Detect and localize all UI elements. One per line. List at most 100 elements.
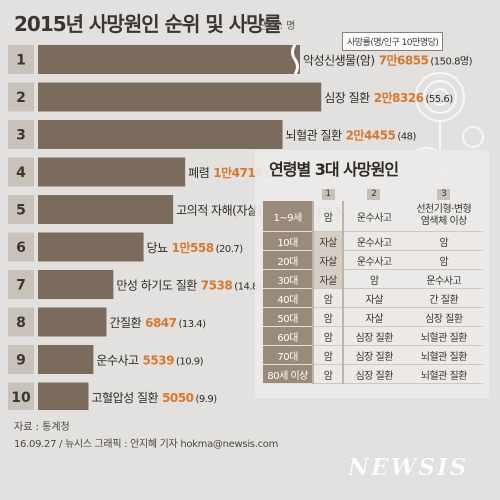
bar: [38, 195, 174, 224]
rank-label: 2: [16, 90, 26, 106]
cause-rank2-cell: 운수사고: [342, 201, 405, 232]
cause-rank3-cell: 암: [404, 231, 483, 251]
age-cell: 50대: [263, 307, 314, 327]
cause-rank3-cell: 심장 질환: [404, 307, 483, 327]
rate-label: (13.4): [179, 319, 207, 330]
rank-box: [8, 157, 34, 187]
cause-rank3-cell: 뇌혈관 질환: [404, 364, 483, 384]
table-row: 20대 자살 운수사고 암: [263, 250, 483, 270]
cause-rank1-cell: 암: [312, 364, 344, 384]
rank-label: 10: [11, 390, 31, 406]
age-cell: 80세 이상: [263, 364, 314, 384]
age-cell: 70대: [263, 345, 314, 365]
age-cell: 60대: [263, 326, 314, 346]
cause-rank1-cell: 암: [312, 201, 344, 232]
rank-box: [8, 120, 34, 149]
value-label: 1만4718: [213, 165, 263, 180]
value-label: 2만8326: [374, 90, 424, 105]
unit-label: 단위 : 명: [258, 21, 296, 32]
table-row: 30대 자살 암 운수사고: [263, 269, 483, 289]
rank-box: [8, 307, 34, 337]
category-label: 운수사고: [96, 354, 139, 368]
newsis-logo: NEWSIS: [348, 454, 469, 481]
category-label: 뇌혈관 질환: [286, 129, 342, 143]
rate-legend: 사망률(명/인구 10만명당): [342, 32, 444, 51]
category-label: 만성 하기도 질환: [116, 279, 197, 293]
category-label: 고혈압성 질환: [92, 391, 159, 405]
cause-rank3-cell: 선천기형·변형 염색체 이상: [404, 201, 483, 232]
age-cell: 10대: [263, 231, 314, 251]
cause-rank3-cell: 뇌혈관 질환: [404, 326, 483, 346]
cause-rank2-cell: 심장 질환: [342, 326, 405, 346]
bar: [38, 120, 283, 149]
age-cell: 20대: [263, 250, 314, 270]
cause-rank2-cell: 심장 질환: [342, 345, 405, 365]
table-row: 80세 이상 암 심장 질환 뇌혈관 질환: [263, 364, 483, 384]
cause-rank3-line1: 선천기형·변형: [416, 204, 472, 215]
bar: [38, 232, 144, 262]
cause-rank2-cell: 심장 질환: [342, 364, 405, 384]
category-label: 간질환: [109, 316, 141, 330]
table-row: 40대 암 자살 간 질환: [263, 288, 483, 308]
cause-rank1-cell: 암: [312, 345, 344, 365]
table-row: 1~9세 암 운수사고 선천기형·변형 염색체 이상: [263, 201, 483, 232]
rank-box: [8, 345, 34, 374]
rank-header-3: 3: [437, 189, 451, 200]
source-text: 자료 : 통계청: [14, 422, 70, 433]
table-row: 70대 암 심장 질환 뇌혈관 질환: [263, 345, 483, 365]
bar: [38, 270, 114, 299]
rank-box: [8, 195, 34, 224]
cause-rank2-cell: 자살: [342, 288, 405, 308]
bar: [38, 307, 107, 337]
cause-rank3-cell: 뇌혈관 질환: [404, 345, 483, 365]
cause-rank3-cell: 암: [404, 250, 483, 270]
death-cause-bar-chart: 1 악성신생물(암) 7만6855 (150.8명) 2 심장 질환 2만8326 (55.6…: [8, 44, 473, 410]
age-cell: 40대: [263, 288, 314, 308]
category-label: 폐렴: [188, 166, 209, 180]
cause-rank1-cell: 자살: [312, 269, 344, 289]
category-label: 당뇨: [147, 241, 169, 255]
cause-rank1-cell: 암: [312, 326, 344, 346]
rank-label: 4: [16, 165, 26, 181]
cause-rank1-cell: 암: [312, 288, 344, 308]
table-row: 60대 암 심장 질환 뇌혈관 질환: [263, 326, 483, 346]
value-label: 6847: [145, 316, 177, 330]
category-label: 고의적 자해(자살): [176, 204, 261, 218]
rate-label: (14.8): [234, 282, 262, 293]
rank-label: 9: [16, 353, 26, 369]
bar: [38, 82, 322, 112]
value-label: 2만4455: [346, 128, 396, 143]
rate-label: (10.9): [176, 357, 204, 368]
bar: [38, 345, 94, 374]
value-label: 7만6855: [379, 53, 429, 68]
value-label: 5539: [143, 354, 175, 368]
rank-label: 6: [16, 240, 26, 256]
cause-rank1-cell: 자살: [312, 231, 344, 251]
cause-rank3-line2: 염색체 이상: [420, 216, 468, 227]
rank-label: 3: [16, 128, 26, 144]
age-cause-panel: 연령별 3대 사망원인 1 2 3 1~9세 암 운수사고 선천기형·변형 염색체…: [255, 150, 489, 398]
rank-box: [8, 45, 34, 74]
age-cause-table: 1 2 3 1~9세 암 운수사고 선천기형·변형 염색체 이상 10대 자살 운…: [263, 187, 483, 384]
category-label: 심장 질환: [324, 91, 370, 105]
rank-box: [8, 382, 34, 410]
axis-break-mark: [291, 44, 299, 75]
rank-label: 7: [16, 278, 26, 294]
rank-header-2: 2: [367, 189, 381, 200]
cause-rank1-cell: 자살: [312, 250, 344, 270]
rate-label: (150.8명): [430, 56, 472, 68]
rank-label: 1: [16, 53, 26, 69]
value-label: 1만558: [172, 240, 214, 255]
rate-label: (20.7): [216, 244, 244, 255]
rate-label: (55.6): [426, 94, 454, 105]
bar: [38, 45, 300, 74]
rank-box: [8, 82, 34, 112]
category-label: 악성신생물(암): [303, 54, 375, 68]
cause-rank2-cell: 운수사고: [342, 231, 405, 251]
value-label: 7538: [201, 279, 233, 293]
cause-rank3-cell: 간 질환: [404, 288, 483, 308]
table-header-row: 1 2 3: [263, 187, 483, 201]
credit-text: 16.09.27 / 뉴시스 그래픽 : 안지혜 기자 hokma@newsis…: [14, 439, 279, 450]
rate-label: (48): [397, 132, 416, 143]
rank-box: [8, 270, 34, 299]
